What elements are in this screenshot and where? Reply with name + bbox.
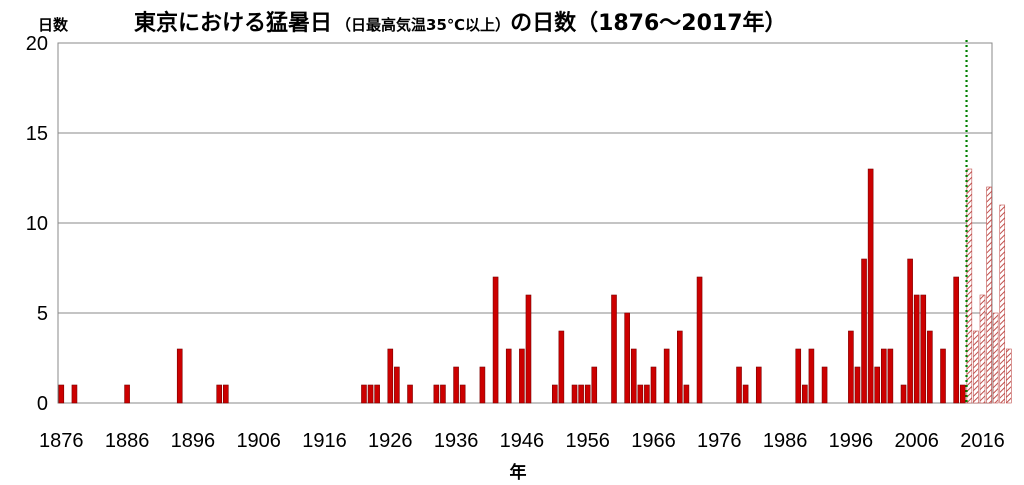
bar	[453, 366, 459, 404]
bar	[795, 348, 802, 404]
bar	[440, 384, 446, 404]
y-tick-label: 15	[26, 123, 48, 145]
bar	[571, 384, 578, 404]
bar	[394, 366, 400, 404]
bar	[124, 384, 130, 404]
bar	[999, 204, 1006, 404]
x-tick-label: 2016	[960, 430, 1005, 452]
bar	[880, 348, 887, 404]
bar	[519, 348, 525, 404]
bar	[907, 258, 913, 404]
bar	[808, 348, 815, 404]
bar	[959, 384, 966, 404]
bar	[525, 294, 532, 404]
bar	[854, 366, 861, 404]
x-tick-label: 1916	[302, 430, 347, 452]
y-tick-label: 0	[37, 393, 48, 415]
bars	[58, 168, 1012, 404]
bar	[630, 348, 637, 404]
chart-title-part-b: の日数（1876～2017年）	[510, 10, 786, 36]
bar	[874, 366, 881, 404]
x-tick-label: 1976	[697, 430, 742, 452]
bar	[644, 384, 650, 404]
bar	[176, 348, 183, 404]
bar	[558, 330, 565, 404]
bar	[584, 384, 591, 404]
bar	[591, 366, 598, 404]
x-tick-label: 1896	[171, 430, 216, 452]
bar	[900, 384, 907, 404]
x-tick-label: 1906	[236, 430, 281, 452]
bar	[677, 330, 683, 404]
bar	[459, 384, 466, 404]
bar	[992, 312, 999, 404]
x-tick-label: 1936	[434, 430, 479, 452]
bar	[867, 168, 874, 404]
bar	[1006, 348, 1012, 404]
y-axis-label: 日数	[38, 16, 69, 34]
bar	[927, 330, 933, 404]
x-tick-label: 1956	[565, 430, 610, 452]
bar	[624, 312, 630, 404]
bar	[551, 384, 558, 404]
x-axis-label: 年	[510, 462, 527, 483]
x-tick-label: 1986	[763, 430, 808, 452]
bar	[71, 384, 78, 404]
bar	[407, 384, 413, 404]
bar	[821, 366, 828, 404]
bar	[58, 384, 65, 404]
bar	[505, 348, 512, 404]
gridlines	[58, 42, 992, 314]
bar	[755, 366, 762, 404]
bar	[940, 348, 946, 404]
bar	[913, 294, 920, 404]
bar	[361, 384, 367, 404]
bar	[387, 348, 394, 404]
y-tick-label: 20	[26, 33, 48, 55]
x-tick-label: 1966	[631, 430, 676, 452]
bar	[637, 384, 644, 404]
bar	[222, 384, 229, 404]
bar	[663, 348, 670, 404]
y-ticks: 0 5 10 15 20	[26, 33, 48, 415]
bar	[979, 294, 986, 404]
bar	[374, 384, 380, 404]
bar	[650, 366, 657, 404]
x-tick-label: 1996	[829, 430, 874, 452]
bar	[742, 384, 749, 404]
bar	[953, 276, 959, 404]
bar	[367, 384, 374, 404]
chart-title-part-a: 東京における猛暑日	[134, 10, 332, 36]
bar	[973, 330, 979, 404]
x-tick-label: 1926	[368, 430, 413, 452]
bar	[216, 384, 223, 404]
chart-title-sub: （日最高気温35℃以上）	[336, 16, 510, 34]
bar	[578, 384, 584, 404]
bar	[802, 384, 808, 404]
y-tick-label: 5	[37, 303, 48, 325]
bar	[611, 294, 617, 404]
chart-title: 東京における猛暑日 （日最高気温35℃以上）の日数（1876～2017年）	[134, 10, 787, 36]
x-tick-label: 1876	[39, 430, 84, 452]
bar	[887, 348, 894, 404]
x-tick-label: 2006	[894, 430, 939, 452]
bar	[433, 384, 440, 404]
bar	[492, 276, 499, 404]
bar	[736, 366, 742, 404]
bar	[920, 294, 927, 404]
bar	[986, 186, 992, 404]
bar	[696, 276, 703, 404]
x-tick-label: 1946	[500, 430, 545, 452]
bar	[683, 384, 690, 404]
bar	[848, 330, 854, 404]
bar	[479, 366, 486, 404]
y-tick-label: 10	[26, 213, 48, 235]
bar	[861, 258, 867, 404]
x-tick-label: 1886	[105, 430, 150, 452]
x-ticks: 1876 1886 1896 1906 1916 1926 1936 1946 1956 1966…	[39, 430, 1005, 452]
